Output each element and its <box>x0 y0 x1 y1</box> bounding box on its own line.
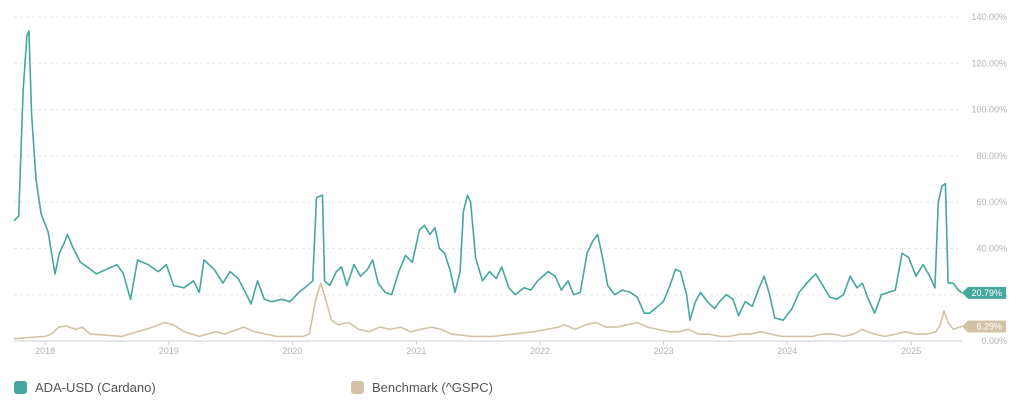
end-tag-1: 6.29% <box>962 320 1006 333</box>
end-tag-value: 20.79% <box>971 288 1002 298</box>
x-tick-label: 2025 <box>901 346 921 356</box>
y-tick-label: 120.00% <box>971 58 1007 68</box>
legend-label-benchmark: Benchmark (^GSPC) <box>372 380 493 395</box>
y-axis: 0.00%20.00%40.00%60.00%80.00%100.00%120.… <box>14 12 1007 346</box>
series-lines <box>13 30 963 340</box>
end-tag-value: 6.29% <box>976 321 1002 331</box>
y-tick-label: 60.00% <box>976 197 1007 207</box>
chart-legend: ADA-USD (Cardano) Benchmark (^GSPC) <box>14 380 1014 398</box>
x-tick-label: 2021 <box>406 346 426 356</box>
y-tick-label: 40.00% <box>976 243 1007 253</box>
legend-item-benchmark[interactable]: Benchmark (^GSPC) <box>351 380 493 395</box>
y-tick-label: 80.00% <box>976 151 1007 161</box>
x-tick-label: 2018 <box>35 346 55 356</box>
series-line-0 <box>13 30 963 321</box>
series-line-1 <box>13 282 963 340</box>
legend-label-ada: ADA-USD (Cardano) <box>35 380 156 395</box>
end-tag-bg <box>962 320 1006 333</box>
end-tag-0: 20.79% <box>962 286 1006 299</box>
x-tick-label: 2019 <box>159 346 179 356</box>
x-tick-label: 2020 <box>282 346 302 356</box>
end-tag-bg <box>962 286 1006 299</box>
x-axis: 2018 2019 2020 2021 2022 2023 2024 2025 <box>35 341 921 356</box>
chart-grid <box>14 16 962 342</box>
end-value-tags: 20.79% 6.29% <box>962 286 1006 333</box>
y-tick-label: 0.00% <box>981 336 1007 346</box>
legend-swatch-ada <box>14 381 27 394</box>
x-tick-label: 2024 <box>777 346 797 356</box>
performance-chart: 0.00%20.00%40.00%60.00%80.00%100.00%120.… <box>13 12 1007 356</box>
y-tick-label: 100.00% <box>971 105 1007 115</box>
x-tick-label: 2023 <box>654 346 674 356</box>
legend-item-ada[interactable]: ADA-USD (Cardano) <box>14 380 156 395</box>
y-tick-label: 140.00% <box>971 12 1007 22</box>
x-tick-label: 2022 <box>530 346 550 356</box>
legend-swatch-benchmark <box>351 381 364 394</box>
